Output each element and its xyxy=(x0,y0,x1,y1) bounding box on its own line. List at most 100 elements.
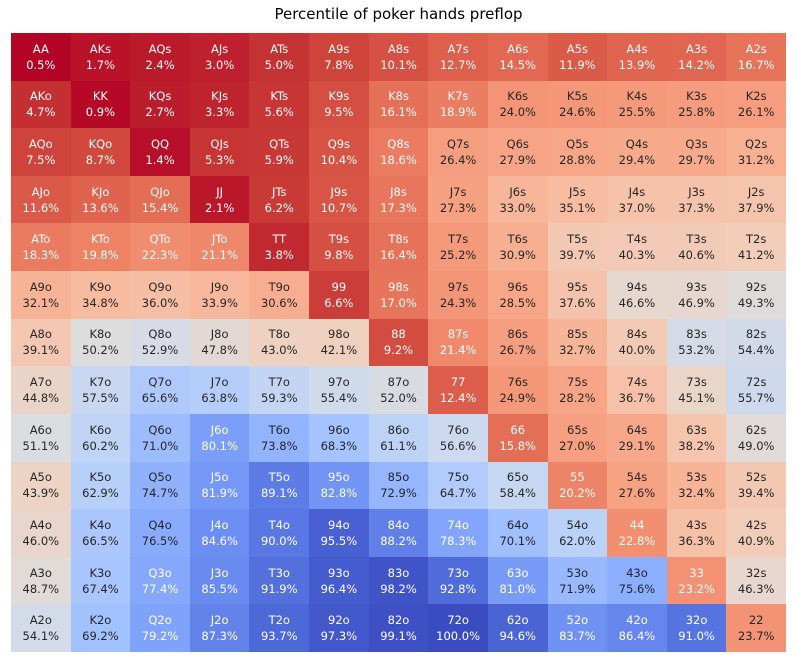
hand-percentile: 80.1% xyxy=(201,438,238,453)
hand-percentile: 30.9% xyxy=(499,248,536,263)
heatmap-cell: A8s 10.1% xyxy=(368,33,429,81)
heatmap-cell: T5s 39.7% xyxy=(547,223,608,272)
hand-percentile: 28.2% xyxy=(559,391,596,406)
heatmap-cell: A6s 14.5% xyxy=(487,33,548,81)
hand-percentile: 32.4% xyxy=(678,486,715,501)
hand-percentile: 56.6% xyxy=(439,438,477,453)
hand-label: 93o xyxy=(328,565,350,580)
hand-percentile: 12.4% xyxy=(439,391,477,406)
hand-label: Q9s xyxy=(327,137,351,152)
hand-percentile: 30.6% xyxy=(260,295,298,310)
heatmap-cell: K6s 24.0% xyxy=(487,80,548,129)
heatmap-cell: KK 0.9% xyxy=(70,80,131,129)
heatmap-cell: J7o 63.8% xyxy=(189,366,250,414)
hand-label: ATo xyxy=(31,232,51,247)
hand-percentile: 98.2% xyxy=(380,581,417,596)
hand-label: Q6o xyxy=(148,422,172,437)
heatmap-cell: QQ 1.4% xyxy=(130,128,190,176)
hand-percentile: 11.9% xyxy=(559,57,596,72)
hand-percentile: 88.2% xyxy=(380,533,417,548)
hand-percentile: 14.2% xyxy=(678,57,715,72)
hand-label: K9o xyxy=(89,279,112,294)
heatmap-cell: J4s 37.0% xyxy=(607,175,667,224)
hand-label: 88 xyxy=(391,327,406,342)
hand-label: 75s xyxy=(567,375,588,390)
heatmap-cell: 72o 100.0% xyxy=(428,604,488,652)
heatmap-cell: T3o 91.9% xyxy=(249,556,310,605)
hand-percentile: 58.4% xyxy=(499,486,536,501)
hand-percentile: 62.0% xyxy=(559,533,596,548)
hand-label: T7s xyxy=(447,232,469,247)
hand-percentile: 23.7% xyxy=(737,629,775,644)
hand-percentile: 75.6% xyxy=(618,581,656,596)
hand-label: T2s xyxy=(746,232,767,247)
hand-label: J8s xyxy=(390,184,407,199)
hand-label: 87o xyxy=(387,375,410,390)
hand-percentile: 24.9% xyxy=(499,391,536,406)
heatmap-cell: K4s 25.5% xyxy=(607,80,667,129)
heatmap-cell: 64o 70.1% xyxy=(487,509,548,557)
hand-label: 94s xyxy=(626,279,648,294)
hand-percentile: 70.1% xyxy=(499,533,536,548)
heatmap-cell: 63s 38.2% xyxy=(666,413,727,462)
hand-percentile: 7.5% xyxy=(26,153,56,168)
hand-percentile: 19.8% xyxy=(82,248,119,263)
hand-percentile: 27.6% xyxy=(618,486,656,501)
heatmap-cell: QTs 5.9% xyxy=(249,128,310,176)
heatmap-cell: K5s 24.6% xyxy=(547,80,608,129)
heatmap-cell: Q3s 29.7% xyxy=(666,128,727,176)
hand-label: Q5o xyxy=(148,470,172,485)
hand-label: 53o xyxy=(566,565,589,580)
heatmap-cell: A7s 12.7% xyxy=(428,33,488,81)
hand-percentile: 0.9% xyxy=(85,105,116,120)
hand-label: 93s xyxy=(686,279,707,294)
heatmap-cell: A3o 48.7% xyxy=(11,556,71,605)
heatmap-cell: 63o 81.0% xyxy=(487,556,548,605)
heatmap-cell: T6s 30.9% xyxy=(487,223,548,272)
heatmap-cell: J6s 33.0% xyxy=(487,175,548,224)
hand-percentile: 5.0% xyxy=(264,57,294,72)
hand-label: A6s xyxy=(507,41,529,56)
heatmap-cell: A2o 54.1% xyxy=(11,604,71,652)
hand-label: 85o xyxy=(387,470,410,485)
heatmap-cell: J2o 87.3% xyxy=(189,604,250,652)
hand-percentile: 37.9% xyxy=(737,200,775,215)
hand-label: A8o xyxy=(29,327,52,342)
heatmap-cell: KQs 2.7% xyxy=(130,80,190,129)
heatmap-cell: K5o 62.9% xyxy=(70,461,131,510)
heatmap-cell: T2s 41.2% xyxy=(726,223,786,272)
hand-label: 84s xyxy=(626,327,648,342)
hand-percentile: 39.7% xyxy=(559,248,596,263)
heatmap-cell: 84o 88.2% xyxy=(368,509,429,557)
hand-percentile: 45.1% xyxy=(678,391,715,406)
heatmap-cell: Q9s 10.4% xyxy=(309,128,369,176)
hand-percentile: 6.6% xyxy=(324,295,354,310)
heatmap-cell: J2s 37.9% xyxy=(726,175,786,224)
hand-label: 54o xyxy=(566,517,589,532)
heatmap-cell: 82o 99.1% xyxy=(368,604,429,652)
hand-label: K6o xyxy=(89,422,112,437)
hand-label: 75o xyxy=(447,470,469,485)
heatmap-cell: T5o 89.1% xyxy=(249,461,310,510)
hand-label: 86s xyxy=(507,327,529,342)
heatmap-cell: 73o 92.8% xyxy=(428,556,488,605)
hand-percentile: 40.6% xyxy=(678,248,715,263)
hand-percentile: 57.5% xyxy=(82,391,119,406)
heatmap-cell: A9s 7.8% xyxy=(309,33,369,81)
hand-label: ATs xyxy=(270,41,289,56)
hand-percentile: 46.6% xyxy=(618,295,656,310)
hand-label: 87s xyxy=(447,327,469,342)
hand-percentile: 81.9% xyxy=(201,486,238,501)
hand-label: T3o xyxy=(268,565,290,580)
hand-percentile: 74.7% xyxy=(141,486,179,501)
hand-percentile: 9.2% xyxy=(383,343,414,358)
hand-label: Q7s xyxy=(446,137,470,152)
hand-label: A3s xyxy=(685,41,708,56)
hand-label: 83o xyxy=(387,565,410,580)
hand-label: 65o xyxy=(506,470,529,485)
hand-label: T8s xyxy=(388,232,409,247)
hand-label: 44 xyxy=(629,517,645,532)
hand-label: J4o xyxy=(210,517,229,532)
heatmap-cell: 33 23.2% xyxy=(666,556,727,605)
hand-label: K8o xyxy=(89,327,112,342)
